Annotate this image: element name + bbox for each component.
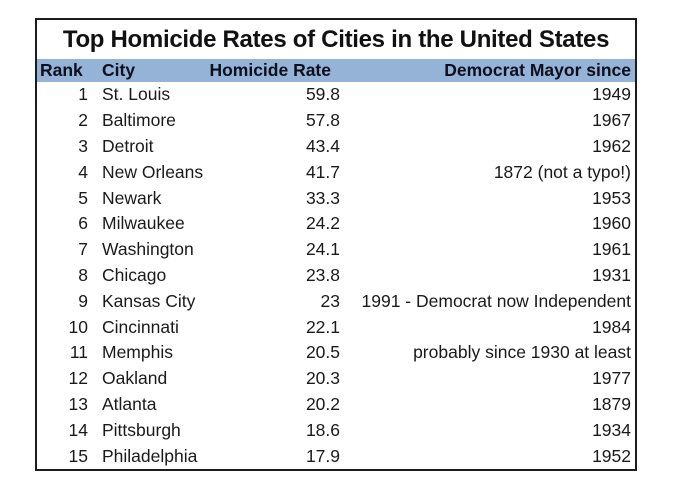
city-cell: Pittsburgh bbox=[102, 419, 181, 440]
rank-cell: 8 bbox=[78, 264, 88, 285]
table-row: 10 Cincinnati 22.1 1984 bbox=[37, 314, 635, 340]
rank-cell: 9 bbox=[78, 290, 88, 311]
homicide-rate-cell: 20.3 bbox=[305, 368, 340, 389]
mayor-since-cell: 1977 bbox=[592, 368, 631, 389]
city-cell: Oakland bbox=[102, 368, 168, 389]
table-body: 1 St. Louis 59.8 1949 2 Baltimore 57.8 1… bbox=[37, 82, 635, 469]
rank-cell: 14 bbox=[68, 419, 88, 440]
column-header-homicide-rate: Homicide Rate bbox=[209, 60, 331, 80]
mayor-since-cell: 1872 (not a typo!) bbox=[493, 161, 631, 182]
homicide-rate-cell: 24.1 bbox=[305, 239, 340, 260]
homicide-rate-cell: 24.2 bbox=[305, 213, 340, 234]
mayor-since-cell: 1962 bbox=[592, 135, 631, 156]
rank-cell: 7 bbox=[78, 239, 88, 260]
city-cell: Newark bbox=[102, 187, 162, 208]
rank-cell: 2 bbox=[78, 110, 88, 131]
rank-cell: 10 bbox=[68, 316, 88, 337]
city-cell: Philadelphia bbox=[102, 445, 198, 466]
mayor-since-cell: 1960 bbox=[592, 213, 631, 234]
city-cell: Milwaukee bbox=[102, 213, 185, 234]
table-row: 14 Pittsburgh 18.6 1934 bbox=[37, 417, 635, 443]
table-row: 11 Memphis 20.5 probably since 1930 at l… bbox=[37, 340, 635, 366]
rank-cell: 1 bbox=[78, 84, 88, 105]
mayor-since-cell: 1952 bbox=[592, 445, 631, 466]
column-header-city: City bbox=[102, 60, 136, 80]
rank-cell: 6 bbox=[78, 213, 88, 234]
city-cell: Washington bbox=[102, 239, 194, 260]
city-cell: New Orleans bbox=[102, 161, 204, 182]
table-title: Top Homicide Rates of Cities in the Unit… bbox=[62, 25, 610, 53]
homicide-rate-cell: 59.8 bbox=[305, 84, 340, 105]
homicide-rate-cell: 20.2 bbox=[305, 393, 340, 414]
homicide-rate-cell: 23.8 bbox=[305, 264, 340, 285]
table-header-row: Rank City Homicide Rate Democrat Mayor s… bbox=[37, 59, 635, 82]
mayor-since-cell: 1991 - Democrat now Independent bbox=[361, 290, 631, 311]
table-row: 12 Oakland 20.3 1977 bbox=[37, 366, 635, 392]
mayor-since-cell: 1961 bbox=[592, 239, 631, 260]
table-row: 4 New Orleans 41.7 1872 (not a typo!) bbox=[37, 159, 635, 185]
mayor-since-cell: probably since 1930 at least bbox=[413, 342, 631, 363]
city-cell: Kansas City bbox=[102, 290, 196, 311]
city-cell: St. Louis bbox=[102, 84, 171, 105]
city-cell: Baltimore bbox=[102, 110, 176, 131]
city-cell: Chicago bbox=[102, 264, 167, 285]
table-row: 13 Atlanta 20.2 1879 bbox=[37, 392, 635, 418]
mayor-since-cell: 1953 bbox=[592, 187, 631, 208]
table-row: 9 Kansas City 23 1991 - Democrat now Ind… bbox=[37, 288, 635, 314]
city-cell: Memphis bbox=[102, 342, 173, 363]
homicide-rate-cell: 22.1 bbox=[305, 316, 340, 337]
rank-cell: 11 bbox=[69, 342, 88, 363]
city-cell: Detroit bbox=[102, 135, 154, 156]
homicide-rates-table: Top Homicide Rates of Cities in the Unit… bbox=[35, 18, 637, 471]
rank-cell: 13 bbox=[68, 393, 88, 414]
homicide-rate-cell: 18.6 bbox=[305, 419, 340, 440]
rank-cell: 3 bbox=[78, 135, 88, 156]
city-cell: Cincinnati bbox=[102, 316, 179, 337]
table-row: 5 Newark 33.3 1953 bbox=[37, 185, 635, 211]
mayor-since-cell: 1967 bbox=[592, 110, 631, 131]
homicide-rate-cell: 41.7 bbox=[305, 161, 340, 182]
mayor-since-cell: 1931 bbox=[592, 264, 631, 285]
column-header-democrat-mayor-since: Democrat Mayor since bbox=[444, 60, 631, 80]
table-row: 15 Philadelphia 17.9 1952 bbox=[37, 443, 635, 469]
mayor-since-cell: 1949 bbox=[592, 84, 631, 105]
table-row: 7 Washington 24.1 1961 bbox=[37, 237, 635, 263]
rank-cell: 5 bbox=[78, 187, 88, 208]
mayor-since-cell: 1984 bbox=[592, 316, 631, 337]
homicide-rate-cell: 33.3 bbox=[305, 187, 340, 208]
table-row: 6 Milwaukee 24.2 1960 bbox=[37, 211, 635, 237]
rank-cell: 4 bbox=[78, 161, 88, 182]
table-row: 8 Chicago 23.8 1931 bbox=[37, 263, 635, 289]
homicide-rate-cell: 23 bbox=[320, 290, 340, 311]
rank-cell: 15 bbox=[68, 445, 88, 466]
city-cell: Atlanta bbox=[102, 393, 157, 414]
table-row: 3 Detroit 43.4 1962 bbox=[37, 134, 635, 160]
table-row: 2 Baltimore 57.8 1967 bbox=[37, 108, 635, 134]
homicide-rate-cell: 43.4 bbox=[305, 135, 340, 156]
homicide-rate-cell: 57.8 bbox=[305, 110, 340, 131]
column-header-rank: Rank bbox=[40, 60, 83, 80]
table-row: 1 St. Louis 59.8 1949 bbox=[37, 82, 635, 108]
rank-cell: 12 bbox=[68, 368, 88, 389]
homicide-rate-cell: 17.9 bbox=[305, 445, 340, 466]
mayor-since-cell: 1934 bbox=[592, 419, 631, 440]
homicide-rate-cell: 20.5 bbox=[305, 342, 340, 363]
mayor-since-cell: 1879 bbox=[592, 393, 631, 414]
